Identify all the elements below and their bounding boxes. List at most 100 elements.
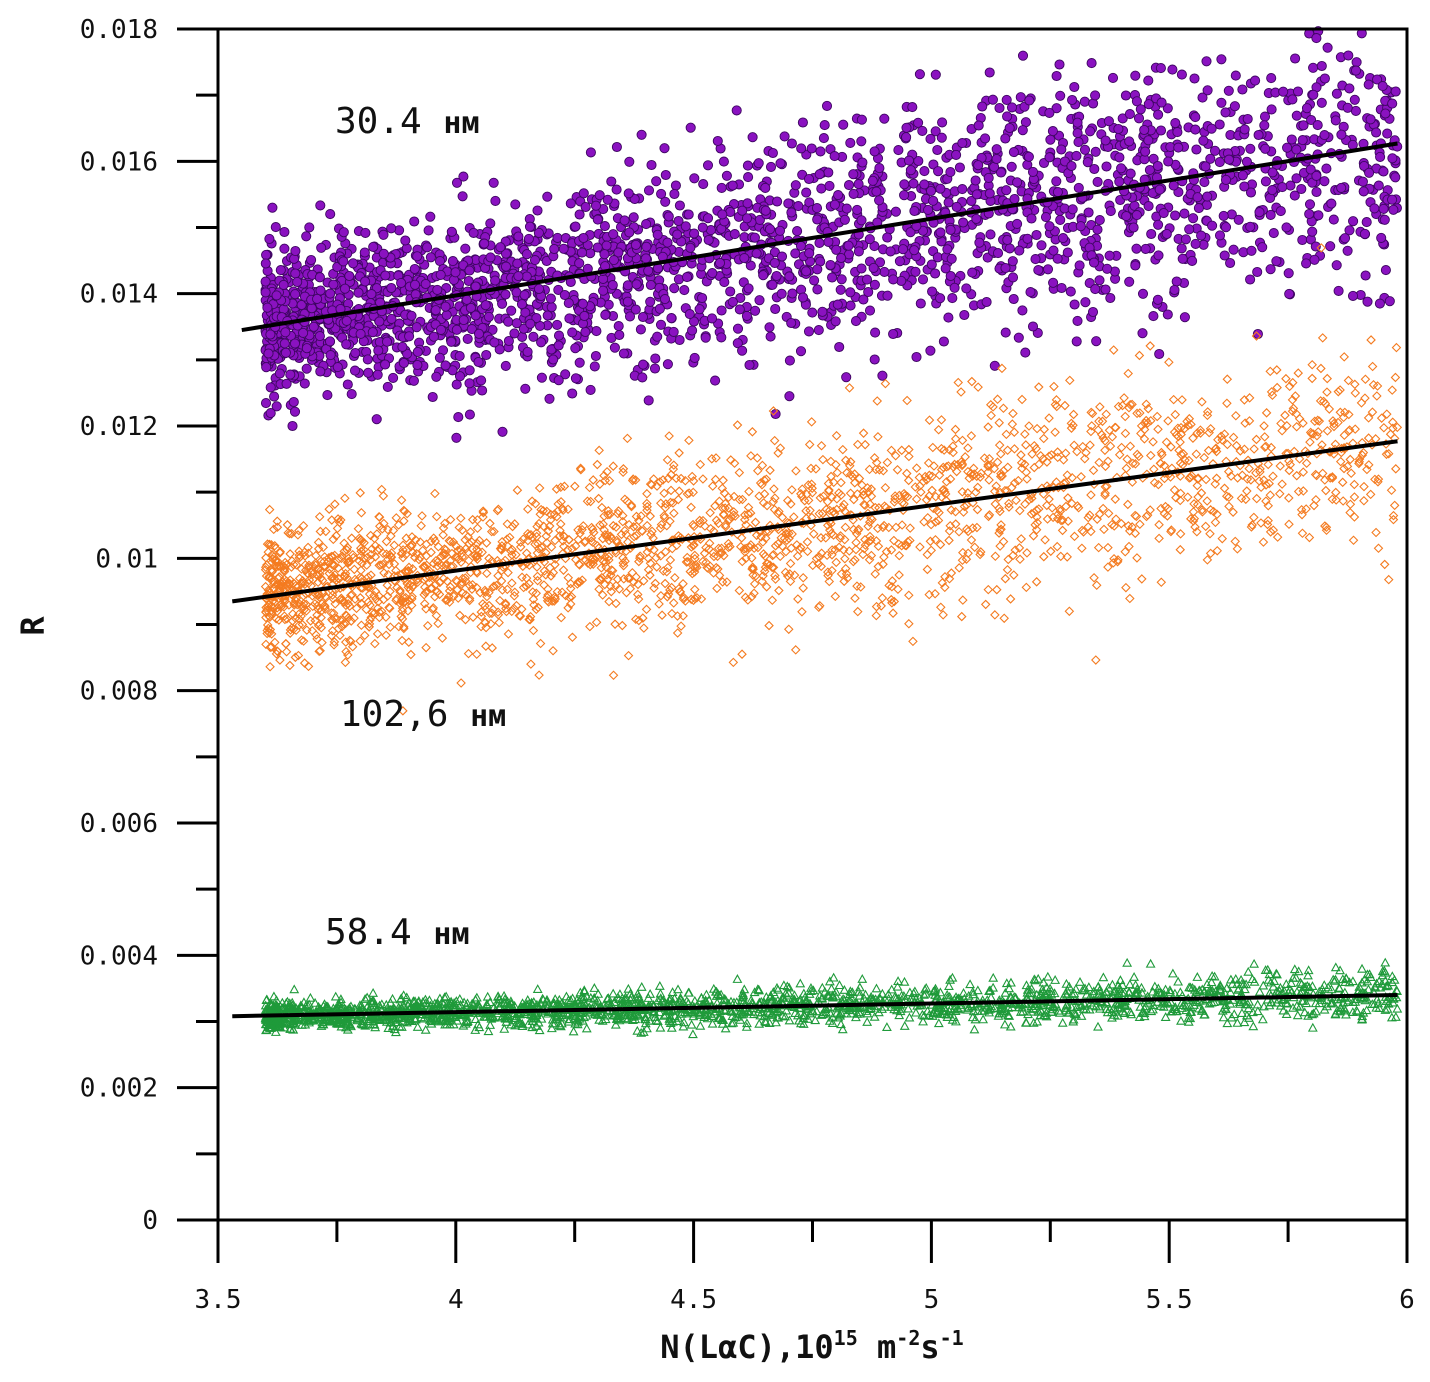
data-point xyxy=(1294,413,1305,424)
data-point xyxy=(826,456,836,467)
data-point xyxy=(400,235,411,246)
data-point xyxy=(402,348,413,359)
data-point xyxy=(1387,153,1398,164)
data-point xyxy=(1222,374,1233,384)
data-point xyxy=(973,120,984,131)
data-point xyxy=(1210,517,1221,528)
data-point xyxy=(834,341,845,353)
data-point xyxy=(1131,243,1142,254)
data-point xyxy=(1039,424,1050,435)
data-point xyxy=(1021,582,1032,593)
data-point xyxy=(503,316,514,327)
data-point xyxy=(435,324,447,335)
data-point xyxy=(500,261,512,272)
data-point xyxy=(1120,411,1131,422)
data-point xyxy=(525,318,536,329)
data-point xyxy=(655,319,667,330)
data-point xyxy=(744,486,754,497)
data-point xyxy=(451,324,462,335)
data-point xyxy=(1154,533,1164,544)
data-point xyxy=(1228,244,1239,255)
data-point xyxy=(1131,210,1142,221)
data-point xyxy=(1092,176,1103,187)
data-point xyxy=(1228,432,1239,443)
data-point xyxy=(747,132,758,143)
data-point xyxy=(510,199,521,210)
data-point xyxy=(576,247,588,258)
data-point xyxy=(285,549,295,559)
data-point xyxy=(956,387,966,397)
data-point xyxy=(1384,296,1395,307)
data-point xyxy=(770,303,781,315)
data-point xyxy=(446,226,457,237)
data-point xyxy=(969,542,980,553)
data-point xyxy=(1265,366,1276,377)
data-point xyxy=(775,158,786,169)
data-point xyxy=(1386,485,1397,496)
data-point xyxy=(967,267,978,278)
data-point xyxy=(665,555,676,565)
data-point xyxy=(1281,222,1292,233)
data-point xyxy=(732,420,743,430)
data-point xyxy=(995,449,1006,459)
data-point xyxy=(621,587,632,598)
data-point xyxy=(787,485,797,495)
data-point xyxy=(850,316,862,327)
data-point xyxy=(889,535,899,546)
data-point xyxy=(617,620,628,631)
data-point xyxy=(933,166,944,177)
data-point xyxy=(546,302,557,313)
data-point xyxy=(983,584,994,595)
data-point xyxy=(1082,157,1093,168)
data-point xyxy=(971,213,982,224)
data-point xyxy=(1087,306,1099,318)
data-point xyxy=(500,289,511,300)
data-point xyxy=(1344,225,1355,236)
data-point xyxy=(806,143,817,154)
data-point xyxy=(494,617,504,628)
data-point xyxy=(591,617,602,628)
data-point xyxy=(543,584,553,594)
data-point xyxy=(1073,137,1084,148)
data-point xyxy=(260,287,271,298)
data-point xyxy=(1056,144,1067,155)
data-point xyxy=(503,629,514,639)
data-point xyxy=(382,381,393,392)
data-point xyxy=(680,221,691,232)
data-point xyxy=(1102,263,1113,274)
data-point xyxy=(880,378,891,389)
data-point xyxy=(1260,143,1271,154)
data-point xyxy=(668,598,679,608)
data-point xyxy=(406,649,416,660)
data-point xyxy=(734,304,745,315)
data-point xyxy=(435,269,446,280)
data-point xyxy=(1029,462,1040,473)
data-point xyxy=(951,149,962,160)
data-point xyxy=(397,341,408,352)
data-point xyxy=(1375,151,1386,162)
data-point xyxy=(732,338,743,349)
data-point xyxy=(1072,117,1083,128)
data-point xyxy=(622,296,633,307)
data-point xyxy=(495,242,506,253)
data-point xyxy=(1094,215,1105,226)
data-point xyxy=(353,523,364,534)
data-point xyxy=(1232,544,1243,554)
data-point xyxy=(643,265,654,276)
data-point xyxy=(793,201,804,212)
data-point xyxy=(1088,465,1099,476)
data-point xyxy=(1105,292,1116,304)
data-point xyxy=(1079,96,1090,107)
data-point xyxy=(1190,124,1201,135)
data-point xyxy=(1200,161,1211,172)
data-point xyxy=(388,372,399,383)
data-point xyxy=(1254,207,1265,218)
data-point xyxy=(1009,193,1020,205)
data-point xyxy=(873,432,883,442)
data-point xyxy=(500,248,512,259)
data-point xyxy=(281,646,292,657)
data-point xyxy=(742,198,753,209)
data-point xyxy=(1135,408,1145,418)
data-point xyxy=(1124,136,1135,147)
data-point xyxy=(984,475,994,485)
